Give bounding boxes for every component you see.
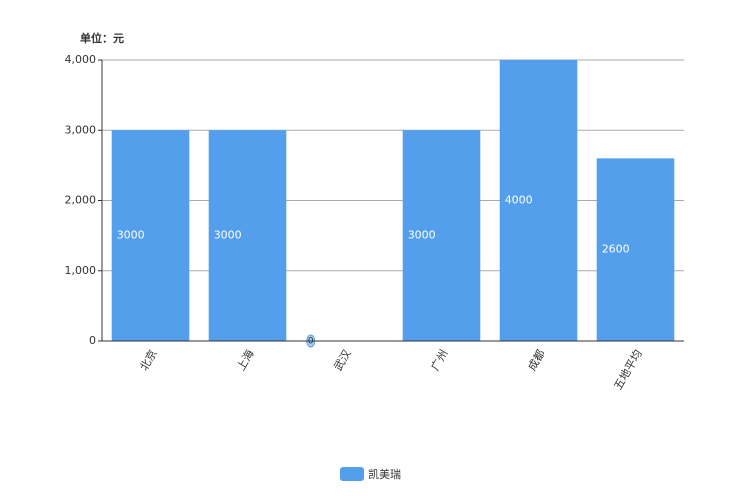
x-tick-label: 广州 [428, 348, 450, 374]
unit-label: 单位：元 [80, 31, 124, 45]
x-tick-label: 五地平均 [611, 348, 644, 393]
y-tick-label: 4,000 [65, 53, 97, 66]
bar[interactable] [596, 158, 675, 341]
data-label: 3000 [117, 229, 145, 242]
x-tick-label: 成都 [525, 348, 547, 374]
x-tick-label: 武汉 [331, 348, 353, 374]
x-tick-label: 北京 [137, 347, 160, 373]
x-tick-label: 上海 [234, 347, 257, 373]
y-tick-label: 2,000 [65, 194, 97, 207]
legend-label[interactable]: 凯美瑞 [368, 467, 401, 481]
y-tick-label: 1,000 [65, 264, 97, 277]
bar[interactable] [208, 130, 287, 341]
bar[interactable] [499, 60, 578, 341]
data-label: 4000 [505, 194, 533, 207]
data-label: 2600 [602, 243, 630, 256]
legend-swatch[interactable] [340, 467, 364, 481]
data-label: 3000 [408, 229, 436, 242]
bar[interactable] [111, 130, 190, 341]
bar[interactable] [402, 130, 481, 341]
y-tick-label: 0 [89, 334, 96, 347]
data-label: 3000 [214, 229, 242, 242]
y-tick-label: 3,000 [65, 123, 97, 136]
